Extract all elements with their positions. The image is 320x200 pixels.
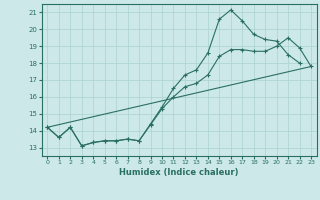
X-axis label: Humidex (Indice chaleur): Humidex (Indice chaleur)	[119, 168, 239, 177]
